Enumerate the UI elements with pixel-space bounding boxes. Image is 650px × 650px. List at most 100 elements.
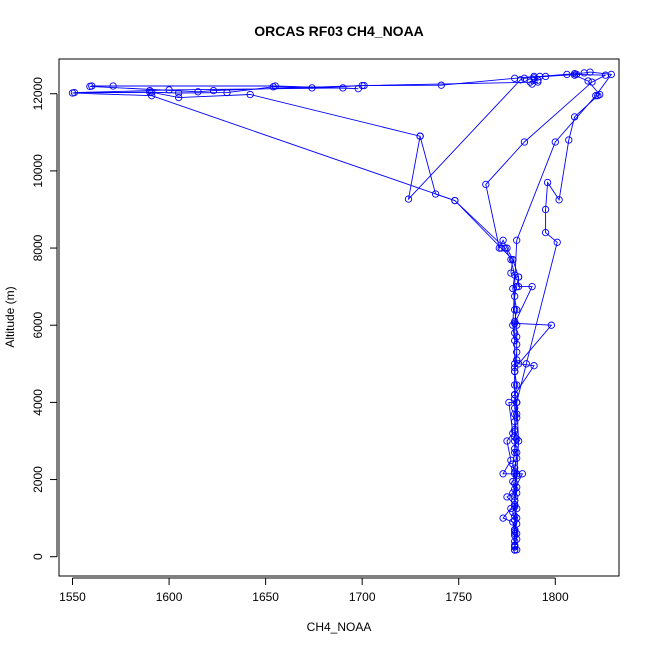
data-point xyxy=(507,269,515,277)
data-point xyxy=(451,196,459,205)
data-point xyxy=(437,81,445,89)
data-point xyxy=(404,195,413,203)
data-point xyxy=(551,138,559,146)
data-point xyxy=(246,90,254,99)
data-point xyxy=(499,470,507,478)
y-tick-label: 0 xyxy=(31,553,45,560)
data-point xyxy=(511,319,519,327)
data-point xyxy=(596,90,604,99)
x-tick-label: 1550 xyxy=(59,590,86,604)
data-point xyxy=(358,81,366,90)
series-layer xyxy=(68,68,615,554)
data-point xyxy=(509,321,517,329)
data-point xyxy=(555,196,563,204)
data-point xyxy=(513,236,521,244)
data-point xyxy=(513,435,521,443)
data-point xyxy=(513,340,521,349)
x-tick-label: 1600 xyxy=(156,590,183,604)
series-1 xyxy=(68,70,610,554)
data-point xyxy=(511,317,519,326)
data-point xyxy=(513,348,521,356)
data-point xyxy=(580,69,588,77)
data-point xyxy=(553,238,561,246)
data-point xyxy=(513,546,521,554)
data-point xyxy=(511,516,519,524)
data-point xyxy=(513,398,521,407)
data-point xyxy=(514,273,523,281)
data-point xyxy=(584,77,592,85)
data-point xyxy=(511,468,519,476)
data-point xyxy=(209,86,218,95)
data-point xyxy=(501,244,509,252)
x-tick-label: 1650 xyxy=(252,590,279,604)
x-tick-label: 1750 xyxy=(445,590,472,604)
data-point xyxy=(586,68,594,76)
data-point xyxy=(70,88,79,97)
data-point xyxy=(507,456,515,464)
x-tick-label: 1700 xyxy=(349,590,376,604)
data-point xyxy=(416,132,424,140)
series-3 xyxy=(404,70,604,554)
data-point xyxy=(499,514,507,522)
data-point xyxy=(541,205,550,214)
data-point xyxy=(511,336,519,345)
y-tick-label: 8000 xyxy=(31,234,45,261)
data-point xyxy=(565,136,573,144)
data-point xyxy=(601,71,610,79)
data-point xyxy=(547,321,556,329)
data-point xyxy=(514,360,523,368)
series-2 xyxy=(70,68,615,549)
data-point xyxy=(513,448,521,457)
data-point xyxy=(513,333,521,341)
data-point xyxy=(509,429,517,437)
data-point xyxy=(511,410,519,418)
data-point xyxy=(607,70,615,79)
data-point xyxy=(511,546,519,554)
data-point xyxy=(513,381,521,389)
series-line xyxy=(74,71,613,546)
data-point xyxy=(513,356,521,364)
y-axis: 0 2000 4000 6000 8000 10000 12000 xyxy=(31,77,58,560)
data-point xyxy=(497,244,505,252)
data-point xyxy=(339,84,347,92)
chart-title: ORCAS RF03 CH4_NOAA xyxy=(254,23,424,39)
y-tick-label: 6000 xyxy=(31,312,45,339)
data-point xyxy=(541,228,550,237)
data-point xyxy=(514,437,523,445)
y-tick-label: 10000 xyxy=(31,154,45,188)
data-point xyxy=(530,362,538,370)
data-point xyxy=(271,82,279,90)
data-point xyxy=(505,398,513,407)
data-point xyxy=(146,86,154,95)
data-point xyxy=(526,78,534,86)
data-point xyxy=(570,71,579,79)
data-point xyxy=(522,360,530,368)
data-point xyxy=(482,180,490,189)
data-point xyxy=(543,178,552,187)
data-point xyxy=(592,92,600,100)
data-point xyxy=(503,244,511,252)
data-point xyxy=(563,70,571,79)
data-point xyxy=(513,472,521,480)
data-point xyxy=(507,504,515,513)
data-point xyxy=(511,306,519,314)
y-tick-label: 12000 xyxy=(31,77,45,111)
data-point xyxy=(520,138,529,146)
plot-frame xyxy=(58,58,620,577)
data-point xyxy=(520,74,529,82)
data-point xyxy=(503,437,511,445)
data-point xyxy=(194,88,202,96)
data-point xyxy=(148,88,156,96)
data-point xyxy=(511,529,519,538)
data-point xyxy=(511,502,519,511)
data-point xyxy=(513,504,521,513)
data-point xyxy=(507,255,515,264)
data-point xyxy=(503,493,511,501)
y-axis-label: Altitude (m) xyxy=(3,286,17,347)
data-point xyxy=(511,526,519,534)
series-line xyxy=(407,73,601,550)
data-point xyxy=(528,282,536,291)
y-tick-label: 4000 xyxy=(31,389,45,416)
data-point xyxy=(513,514,521,522)
